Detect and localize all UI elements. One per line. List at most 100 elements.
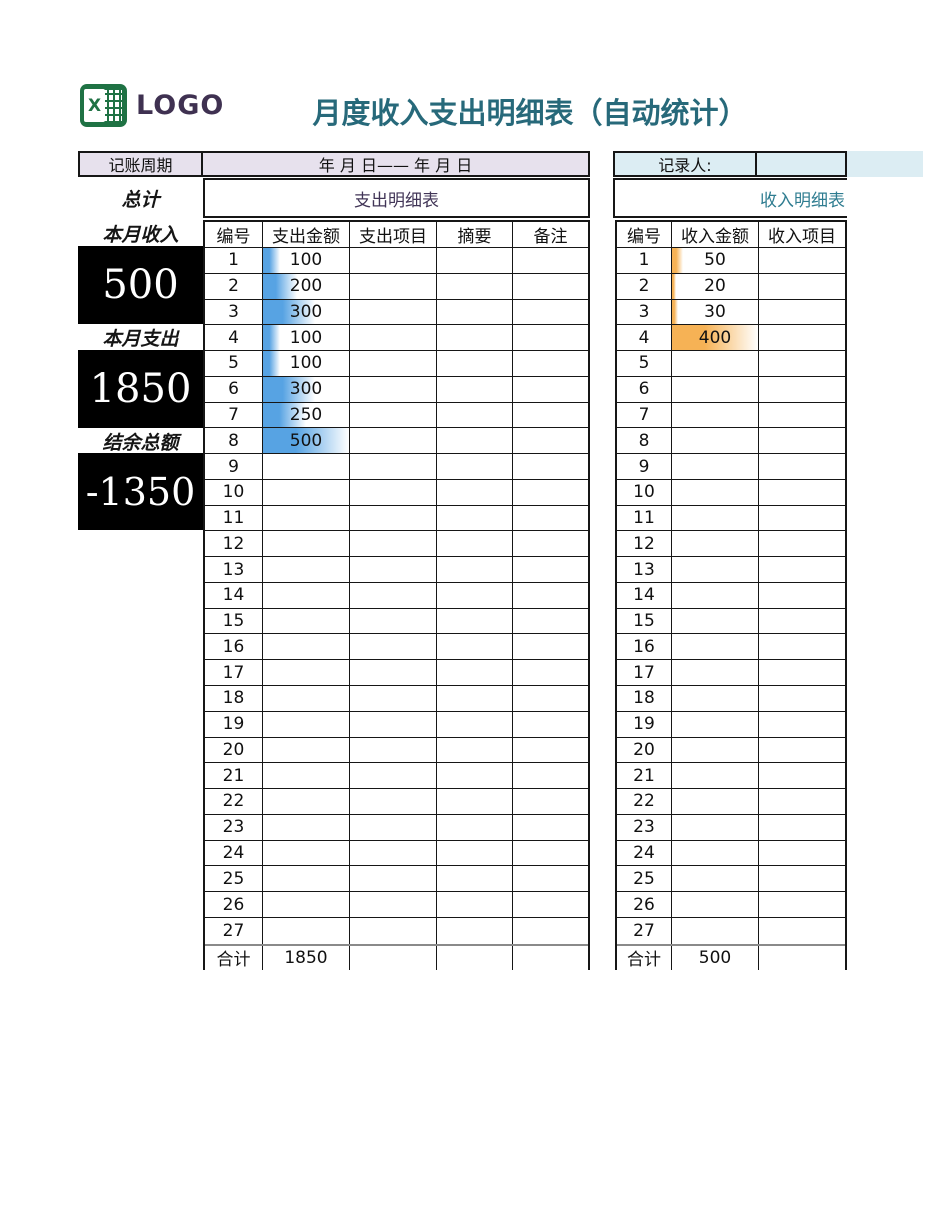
data-cell[interactable]: [759, 351, 845, 376]
amount-cell[interactable]: [263, 866, 350, 892]
amount-cell[interactable]: [672, 814, 759, 840]
data-cell[interactable]: [350, 686, 437, 711]
data-cell[interactable]: [513, 428, 588, 453]
data-cell[interactable]: [437, 273, 513, 299]
data-cell[interactable]: [350, 479, 437, 505]
amount-cell[interactable]: [672, 840, 759, 866]
amount-cell[interactable]: 100: [263, 325, 350, 351]
amount-cell[interactable]: [672, 789, 759, 814]
data-cell[interactable]: [513, 866, 588, 891]
data-cell[interactable]: [513, 583, 588, 608]
data-cell[interactable]: [437, 402, 513, 428]
data-cell[interactable]: [513, 763, 588, 788]
data-cell[interactable]: [759, 866, 845, 891]
data-cell[interactable]: [513, 712, 588, 737]
data-cell[interactable]: [350, 737, 437, 763]
data-cell[interactable]: [759, 918, 845, 944]
data-cell[interactable]: [759, 892, 845, 917]
data-cell[interactable]: [350, 660, 437, 686]
data-cell[interactable]: [759, 428, 845, 453]
amount-cell[interactable]: [263, 737, 350, 763]
amount-cell[interactable]: [672, 428, 759, 454]
amount-cell[interactable]: [263, 814, 350, 840]
data-cell[interactable]: [350, 248, 437, 273]
data-cell[interactable]: [513, 660, 588, 685]
amount-cell[interactable]: [263, 608, 350, 634]
data-cell[interactable]: [759, 712, 845, 737]
data-cell[interactable]: [513, 789, 588, 814]
data-cell[interactable]: [759, 634, 845, 659]
amount-cell[interactable]: [672, 634, 759, 660]
data-cell[interactable]: [437, 608, 513, 634]
data-cell[interactable]: [513, 738, 588, 763]
data-cell[interactable]: [513, 325, 588, 350]
amount-cell[interactable]: [672, 763, 759, 789]
amount-cell[interactable]: [672, 454, 759, 479]
data-cell[interactable]: [350, 454, 437, 479]
data-cell[interactable]: [437, 428, 513, 454]
data-cell[interactable]: [513, 892, 588, 917]
data-cell[interactable]: [759, 377, 845, 402]
data-cell[interactable]: [513, 454, 588, 479]
data-cell[interactable]: [350, 634, 437, 660]
data-cell[interactable]: [350, 892, 437, 917]
amount-cell[interactable]: [263, 840, 350, 866]
data-cell[interactable]: [759, 506, 845, 531]
amount-cell[interactable]: 100: [263, 248, 350, 273]
amount-cell[interactable]: [672, 686, 759, 711]
data-cell[interactable]: [437, 479, 513, 505]
data-cell[interactable]: [437, 351, 513, 376]
data-cell[interactable]: [350, 531, 437, 557]
data-cell[interactable]: [350, 376, 437, 402]
data-cell[interactable]: [513, 686, 588, 711]
data-cell[interactable]: [513, 248, 588, 273]
amount-cell[interactable]: [672, 351, 759, 376]
data-cell[interactable]: [437, 531, 513, 557]
data-cell[interactable]: [759, 660, 845, 685]
amount-cell[interactable]: [672, 660, 759, 686]
data-cell[interactable]: [437, 582, 513, 608]
amount-cell[interactable]: [263, 531, 350, 557]
data-cell[interactable]: [513, 918, 588, 944]
amount-cell[interactable]: [672, 866, 759, 892]
amount-cell[interactable]: [672, 917, 759, 944]
amount-cell[interactable]: [672, 402, 759, 428]
data-cell[interactable]: [437, 892, 513, 917]
data-cell[interactable]: [350, 763, 437, 789]
data-cell[interactable]: [513, 815, 588, 840]
amount-cell[interactable]: [263, 763, 350, 789]
data-cell[interactable]: [437, 660, 513, 686]
amount-cell[interactable]: [263, 711, 350, 737]
data-cell[interactable]: [759, 274, 845, 299]
amount-cell[interactable]: 400: [672, 325, 759, 351]
data-cell[interactable]: [513, 300, 588, 325]
data-cell[interactable]: [759, 686, 845, 711]
data-cell[interactable]: [759, 763, 845, 788]
amount-cell[interactable]: 20: [672, 273, 759, 299]
data-cell[interactable]: [513, 274, 588, 299]
data-cell[interactable]: [350, 299, 437, 325]
data-cell[interactable]: [437, 505, 513, 531]
amount-cell[interactable]: 300: [263, 376, 350, 402]
data-cell[interactable]: [513, 403, 588, 428]
data-cell[interactable]: [437, 866, 513, 892]
data-cell[interactable]: [759, 248, 845, 273]
amount-cell[interactable]: [672, 531, 759, 557]
amount-cell[interactable]: [672, 582, 759, 608]
data-cell[interactable]: [437, 634, 513, 660]
data-cell[interactable]: [350, 840, 437, 866]
data-cell[interactable]: [350, 814, 437, 840]
amount-cell[interactable]: 300: [263, 299, 350, 325]
amount-cell[interactable]: [263, 582, 350, 608]
data-cell[interactable]: [437, 789, 513, 814]
data-cell[interactable]: [350, 325, 437, 351]
data-cell[interactable]: [437, 376, 513, 402]
amount-cell[interactable]: [263, 789, 350, 814]
data-cell[interactable]: [759, 789, 845, 814]
data-cell[interactable]: [437, 814, 513, 840]
amount-cell[interactable]: 30: [672, 299, 759, 325]
data-cell[interactable]: [350, 428, 437, 454]
amount-cell[interactable]: [263, 660, 350, 686]
data-cell[interactable]: [437, 917, 513, 944]
data-cell[interactable]: [513, 634, 588, 659]
